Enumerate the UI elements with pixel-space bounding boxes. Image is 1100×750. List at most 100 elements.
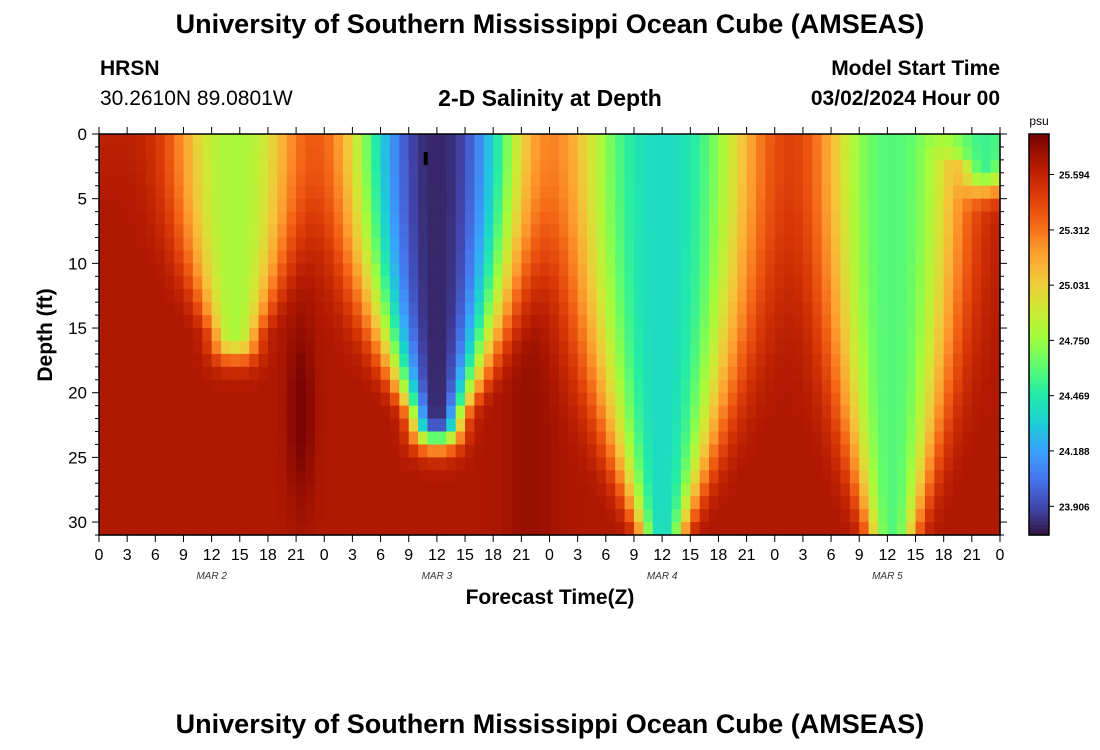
heatmap-cell — [587, 470, 598, 484]
heatmap-cell — [493, 340, 504, 355]
heatmap-cell — [699, 496, 710, 510]
heatmap-cell — [643, 405, 654, 420]
heatmap-cell — [352, 302, 363, 316]
heatmap-cell — [202, 224, 213, 239]
heatmap-cell — [915, 522, 926, 536]
heatmap-cell — [446, 237, 457, 252]
heatmap-cell — [221, 457, 231, 471]
heatmap-cell — [108, 353, 119, 368]
heatmap-cell — [521, 496, 532, 510]
heatmap-cell — [540, 457, 551, 471]
heatmap-cell — [718, 496, 729, 510]
heatmap-cell — [774, 392, 785, 407]
heatmap-cell — [540, 315, 551, 329]
heatmap-cell — [474, 172, 485, 187]
heatmap-cell — [821, 146, 832, 161]
heatmap-cell — [896, 522, 907, 536]
heatmap-cell — [174, 431, 185, 446]
heatmap-cell — [662, 470, 673, 484]
heatmap-cell — [267, 418, 278, 433]
heatmap-cell — [493, 263, 504, 277]
heatmap-cell — [887, 353, 898, 368]
heatmap-cell — [981, 418, 992, 433]
x-tick-label: 3 — [798, 547, 807, 564]
heatmap-cell — [221, 379, 231, 394]
heatmap-cell — [465, 457, 476, 471]
heatmap-cell — [643, 470, 654, 484]
heatmap-cell — [962, 263, 973, 277]
heatmap-cell — [399, 496, 410, 510]
heatmap-cell — [596, 146, 607, 161]
heatmap-cell — [915, 483, 926, 497]
heatmap-cell — [596, 289, 607, 303]
heatmap-cell — [662, 431, 673, 446]
heatmap-cell — [108, 444, 119, 458]
heatmap-cell — [624, 198, 635, 213]
heatmap-cell — [305, 172, 316, 187]
heatmap-cell — [540, 470, 551, 484]
heatmap-cell — [465, 159, 476, 174]
heatmap-cell — [737, 457, 748, 471]
heatmap-cell — [361, 522, 372, 536]
heatmap-cell — [314, 276, 325, 290]
heatmap-cell — [230, 263, 241, 277]
heatmap-cell — [333, 522, 344, 536]
heatmap-cell — [812, 302, 823, 316]
heatmap-cell — [192, 263, 203, 277]
heatmap-cell — [680, 509, 691, 523]
heatmap-cell — [399, 159, 410, 174]
heatmap-cell — [915, 159, 926, 174]
heatmap-cell — [314, 418, 325, 433]
heatmap-cell — [990, 496, 1001, 510]
heatmap-cell — [877, 134, 888, 148]
heatmap-cell — [380, 302, 391, 316]
heatmap-cell — [436, 431, 447, 446]
heatmap-cell — [108, 172, 119, 187]
heatmap-cell — [446, 496, 457, 510]
heatmap-cell — [680, 289, 691, 303]
heatmap-cell — [577, 250, 588, 264]
heatmap-cell — [239, 444, 250, 458]
heatmap-cell — [530, 134, 541, 148]
heatmap-cell — [877, 483, 888, 497]
heatmap-cell — [174, 444, 185, 458]
colorbar-swatch — [1029, 157, 1049, 162]
heatmap-cell — [699, 263, 710, 277]
heatmap-cell — [615, 522, 626, 536]
heatmap-cell — [352, 470, 363, 484]
heatmap-cell — [737, 379, 748, 394]
heatmap-cell — [314, 483, 325, 497]
heatmap-cell — [455, 289, 466, 303]
heatmap-cell — [511, 366, 522, 381]
heatmap-cell — [774, 405, 785, 420]
heatmap-cell — [802, 522, 813, 536]
heatmap-cell — [615, 328, 626, 342]
colorbar-swatch — [1029, 144, 1049, 148]
heatmap-cell — [324, 379, 335, 394]
heatmap-cell — [127, 302, 138, 316]
heatmap-cell — [727, 237, 738, 252]
heatmap-cell — [258, 405, 269, 420]
heatmap-cell — [615, 315, 626, 329]
heatmap-cell — [746, 224, 757, 239]
heatmap-cell — [145, 250, 156, 264]
heatmap-cell — [924, 405, 935, 420]
heatmap-cell — [361, 328, 372, 342]
heatmap-cell — [493, 276, 504, 290]
heatmap-cell — [511, 470, 522, 484]
heatmap-cell — [530, 224, 541, 239]
heatmap-cell — [502, 185, 513, 200]
heatmap-cell — [859, 483, 870, 497]
heatmap-cell — [784, 366, 795, 381]
heatmap-cell — [962, 483, 973, 497]
heatmap-cell — [502, 159, 513, 174]
heatmap-cell — [877, 366, 888, 381]
heatmap-cell — [615, 276, 626, 290]
heatmap-cell — [981, 457, 992, 471]
heatmap-cell — [296, 211, 307, 226]
heatmap-cell — [727, 509, 738, 523]
heatmap-cell — [577, 328, 588, 342]
heatmap-cell — [174, 457, 185, 471]
heatmap-cell — [718, 263, 729, 277]
heatmap-cell — [718, 224, 729, 239]
